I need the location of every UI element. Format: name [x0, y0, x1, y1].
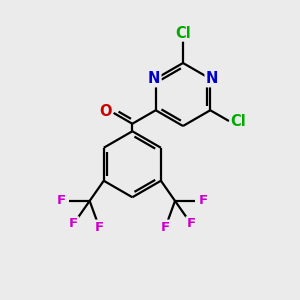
- Text: F: F: [198, 194, 208, 207]
- Text: Cl: Cl: [175, 26, 191, 40]
- Text: F: F: [94, 220, 104, 234]
- Text: F: F: [57, 194, 66, 207]
- Text: Cl: Cl: [231, 114, 247, 129]
- Text: F: F: [69, 217, 78, 230]
- Text: F: F: [161, 220, 170, 234]
- Text: O: O: [99, 104, 112, 119]
- Text: N: N: [148, 71, 161, 86]
- Text: N: N: [206, 71, 218, 86]
- Text: F: F: [187, 217, 196, 230]
